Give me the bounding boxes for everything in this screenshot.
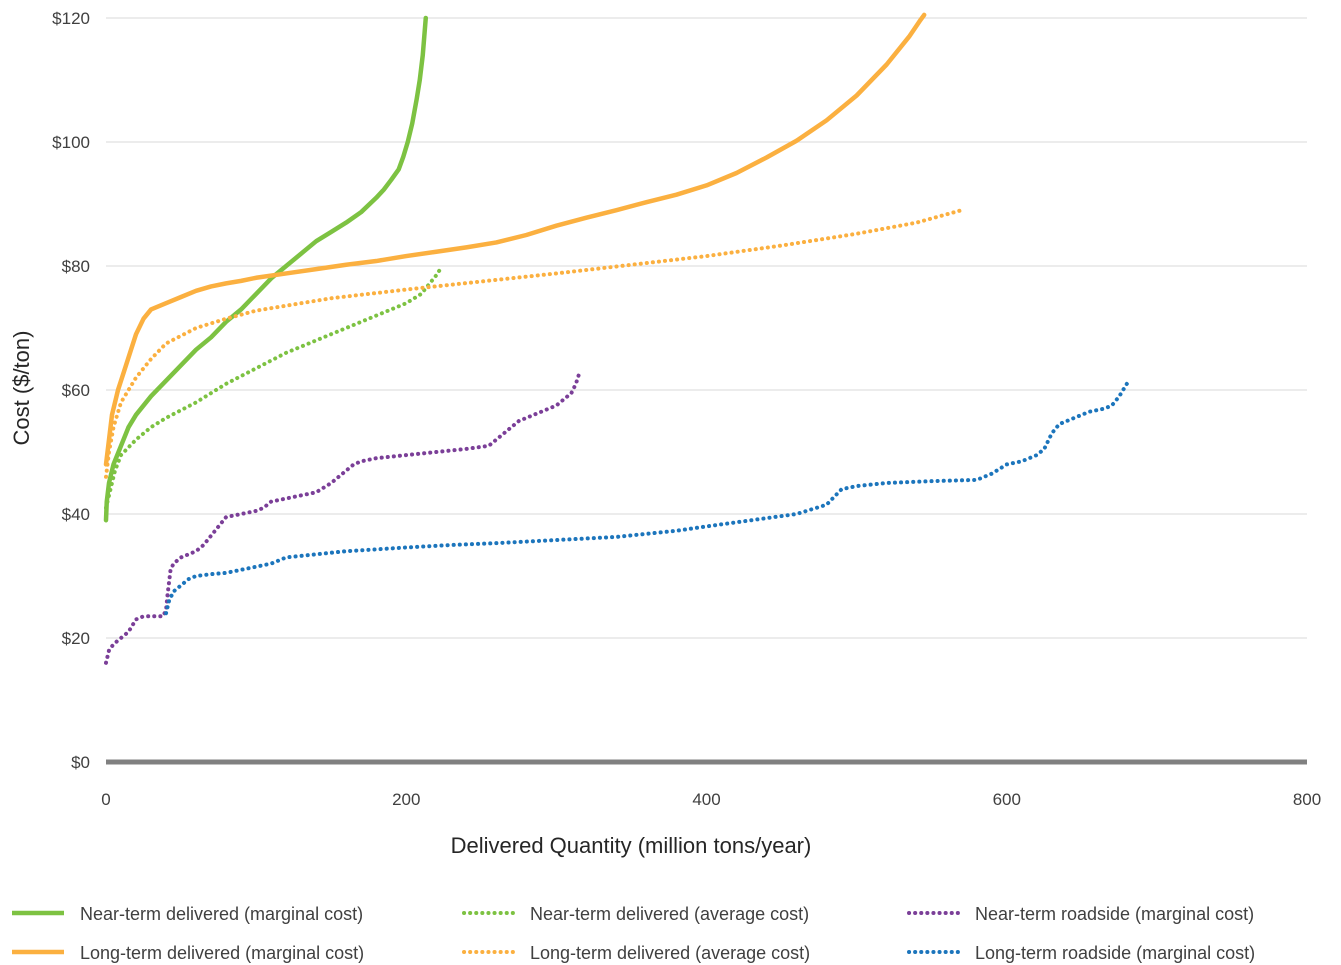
y-axis-tick-labels: $0 $20 $40 $60 $80 $100 $120 [52,9,90,772]
x-tick-label: 600 [993,790,1021,809]
legend: Near-term delivered (marginal cost) Long-… [12,904,1255,963]
x-tick-label: 200 [392,790,420,809]
y-tick-label: $120 [52,9,90,28]
series-line-4 [103,12,927,467]
y-tick-label: $60 [62,381,90,400]
series-line-2 [104,264,445,510]
y-tick-label: $80 [62,257,90,276]
series-line-1 [103,15,429,523]
series-line-6 [164,381,1129,616]
y-axis-title: Cost ($/ton) [9,331,34,446]
gridlines [106,17,1307,639]
y-tick-label: $20 [62,629,90,648]
legend-label-6: Long-term roadside (marginal cost) [975,943,1255,963]
legend-label-2: Near-term delivered (average cost) [530,904,809,924]
x-tick-label: 800 [1293,790,1321,809]
y-tick-label: $0 [71,753,90,772]
legend-label-3: Near-term roadside (marginal cost) [975,904,1254,924]
y-tick-label: $100 [52,133,90,152]
data-series [103,12,1129,665]
legend-label-1: Near-term delivered (marginal cost) [80,904,363,924]
y-tick-label: $40 [62,505,90,524]
x-tick-label: 0 [101,790,110,809]
legend-label-5: Long-term delivered (average cost) [530,943,810,963]
x-axis-tick-labels: 0 200 400 600 800 [101,790,1321,809]
x-tick-label: 400 [692,790,720,809]
x-axis-title: Delivered Quantity (million tons/year) [451,833,812,858]
series-line-5 [104,208,964,479]
legend-label-4: Long-term delivered (marginal cost) [80,943,364,963]
series-line-3 [104,372,581,665]
